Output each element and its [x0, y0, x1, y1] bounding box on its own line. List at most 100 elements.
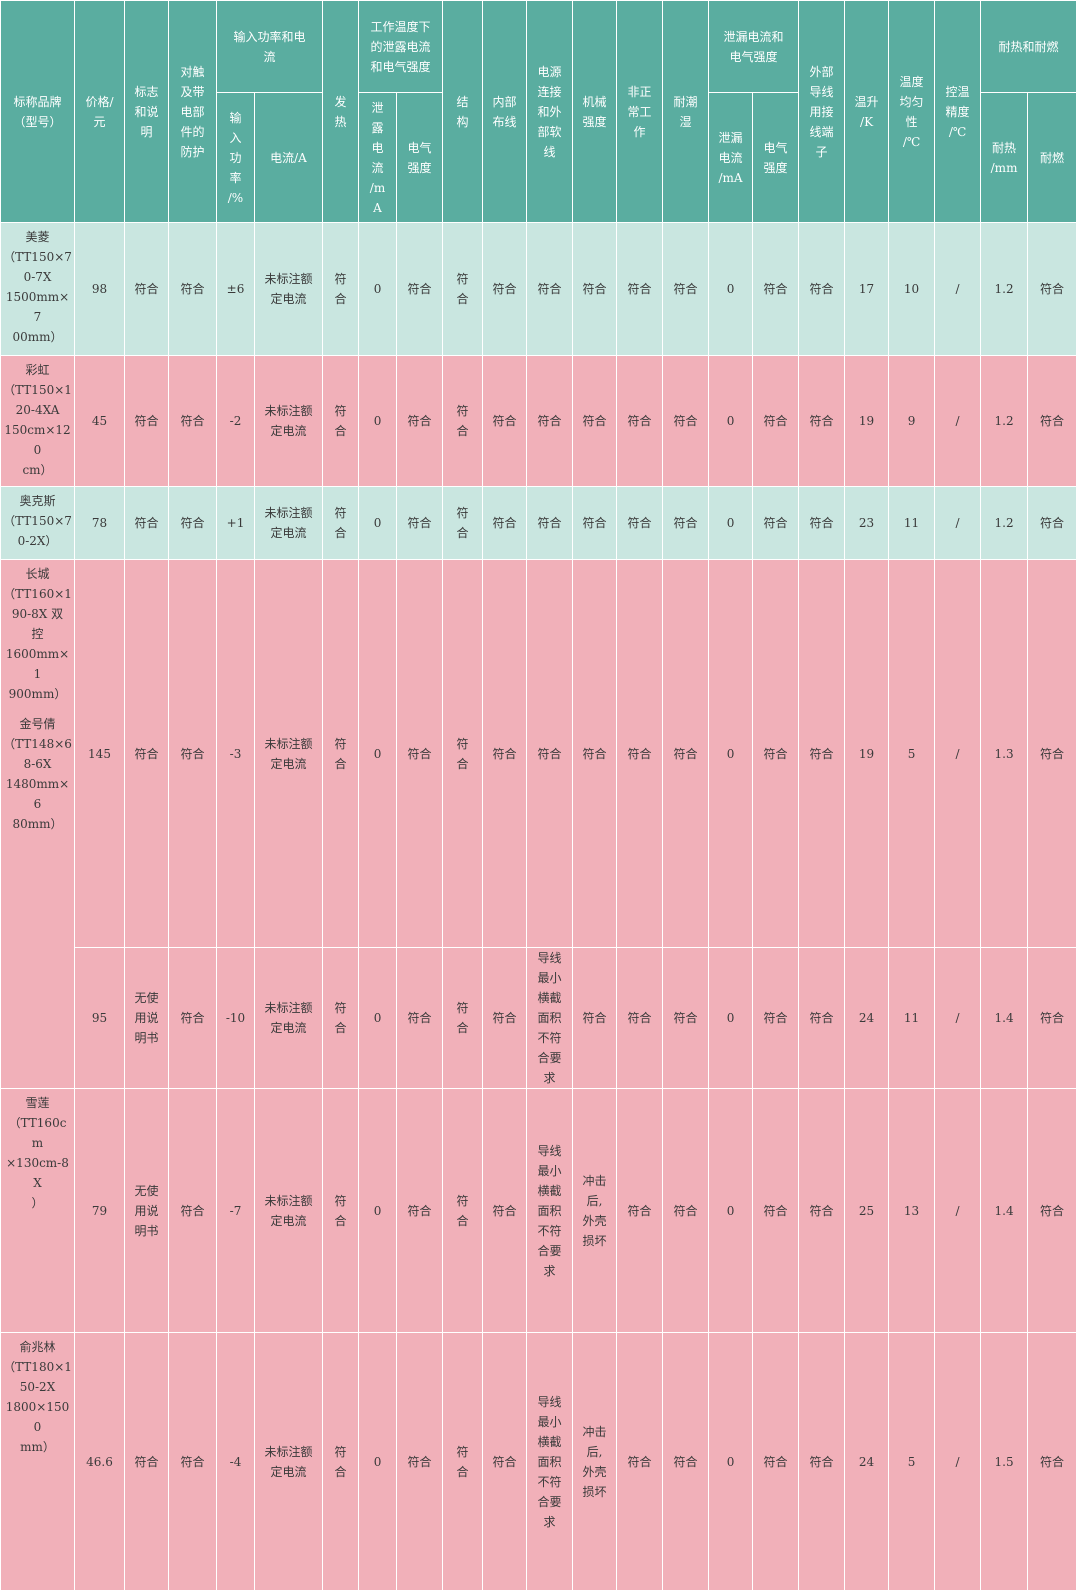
cell-heat-resistance: 1.3: [980, 559, 1029, 948]
cell-temp-rise: 24: [844, 947, 890, 1089]
cell-temp-accuracy: /: [934, 222, 982, 356]
cell-external-terminal: 符合: [798, 559, 846, 948]
cell-brand: 长城 （TT160×1 90-8X 双控 1600mm×1 900mm） 金号倩 （TT14…: [0, 559, 75, 1089]
cell-external-terminal: 符合: [798, 1332, 846, 1591]
cell-temp-uniformity: 11: [888, 486, 936, 560]
brand-line: 8-6X: [23, 757, 52, 771]
cell-abnormal-operation: 符合: [616, 486, 664, 560]
cell-power-connection: 符合: [526, 222, 574, 356]
cell-fire-resistance: 符合: [1027, 355, 1077, 487]
cell-electric-strength-2: 符合: [752, 486, 800, 560]
cell-marking: 符合: [124, 559, 169, 948]
cell-price: 79: [74, 1088, 125, 1333]
cell-electric-strength-2: 符合: [752, 222, 800, 356]
cell-structure: 符 合: [442, 1088, 484, 1333]
cell-electric-strength: 符合: [396, 222, 444, 356]
brand-line: 彩虹: [25, 363, 50, 377]
brand-line: 俞兆林: [19, 1340, 56, 1354]
cell-leak-current: 0: [358, 222, 398, 356]
table-row: 95 无使 用说 明书 符合 -10 未标注额 定电流符 合 0 符合符 合符合 导线 最小 …: [1, 947, 1077, 1089]
brand-line: （TT150×1: [3, 383, 72, 397]
cell-price: 78: [74, 486, 125, 560]
header-abnormal-operation: 非正 常工 作: [616, 0, 664, 223]
cell-heating: 符 合: [322, 1332, 360, 1591]
cell-heating: 符 合: [322, 1088, 360, 1333]
cell-brand: 俞兆林 （TT180×1 50-2X 1800×1500 mm）: [0, 1332, 75, 1591]
cell-leak-current-2: 0: [708, 355, 754, 487]
header-temp-uniformity: 温度 均匀 性 /℃: [888, 0, 936, 223]
cell-temp-uniformity: 13: [888, 1088, 936, 1333]
cell-electric-strength-2: 符合: [752, 1088, 800, 1333]
cell-marking: 符合: [124, 1332, 169, 1591]
brand-line: 00mm）: [12, 330, 63, 344]
table-row: 俞兆林 （TT180×1 50-2X 1800×1500 mm） 46.6 符合 符合 -4 未标…: [0, 1332, 1077, 1591]
cell-wiring: 符合: [482, 559, 528, 948]
cell-brand: 彩虹 （TT150×1 20-4XA 150cm×120 cm）: [0, 355, 75, 487]
cell-temp-rise: 19: [844, 559, 890, 948]
cell-moisture-resistance: 符合: [662, 559, 710, 948]
cell-external-terminal: 符合: [798, 486, 846, 560]
cell-temp-accuracy: /: [934, 486, 982, 560]
table-row: 奥克斯 （TT150×7 0-2X） 78 符合 符合 +1 未标注额 定电流符 合 0 符合符 …: [0, 486, 1077, 560]
brand-line: 20-4XA: [15, 403, 60, 417]
cell-marking: 无使 用说 明书: [124, 1088, 169, 1333]
cell-power-percent: ±6: [216, 222, 255, 356]
header-leak-current: 泄 露 电 流 /m A: [358, 92, 398, 223]
cell-electric-strength: 符合: [396, 355, 444, 487]
cell-protection: 符合: [168, 1332, 217, 1591]
cell-price: 145: [74, 559, 125, 948]
cell-temp-uniformity: 9: [888, 355, 936, 487]
header-external-terminal: 外部 导线 用接 线端 子: [798, 0, 846, 223]
cell-temp-uniformity: 5: [888, 1332, 936, 1591]
cell-mechanical-strength: 符合: [572, 486, 618, 560]
header-marking: 标志 和说 明: [124, 0, 169, 223]
cell-heat-resistance: 1.2: [980, 486, 1029, 560]
cell-power-percent: -3: [216, 559, 255, 948]
cell-fire-resistance: 符合: [1027, 1088, 1077, 1333]
cell-structure: 符 合: [442, 559, 484, 948]
table-header: 标称品牌 （型号） 价格/ 元 标志 和说 明 对触 及带 电部 件的 防护 输…: [0, 0, 1077, 223]
cell-marking: 无使 用说 明书: [124, 947, 169, 1089]
header-power-connection: 电源 连接 和外 部软 线: [526, 0, 574, 223]
header-price: 价格/ 元: [74, 0, 125, 223]
cell-abnormal-operation: 符合: [616, 355, 664, 487]
cell-electric-strength-2: 符合: [752, 355, 800, 487]
header-heat-resistance: 耐热 /mm: [980, 92, 1029, 223]
header-leak-current-2: 泄漏 电流 /mA: [708, 92, 754, 223]
cell-electric-strength: 符合: [396, 486, 444, 560]
cell-heat-resistance: 1.4: [980, 1088, 1029, 1333]
brand-line: cm）: [22, 463, 53, 477]
cell-current: 未标注额 定电流: [253, 559, 324, 948]
brand-line: ）: [31, 1196, 44, 1210]
cell-moisture-resistance: 符合: [662, 1332, 710, 1591]
brand-spacer: [3, 704, 72, 714]
cell-leak-current: 0: [358, 355, 398, 487]
cell-current: 未标注额 定电流: [253, 222, 324, 356]
cell-power-connection: 符合: [526, 559, 574, 948]
cell-temp-rise: 24: [844, 1332, 890, 1591]
cell-structure: 符 合: [442, 1332, 484, 1591]
cell-wiring: 符合: [482, 355, 528, 487]
cell-temp-accuracy: /: [934, 1332, 982, 1591]
header-power-percent: 输 入 功 率 /%: [216, 92, 255, 223]
cell-protection: 符合: [168, 1088, 217, 1333]
cell-protection: 符合: [168, 947, 217, 1089]
cell-moisture-resistance: 符合: [662, 355, 710, 487]
header-protection: 对触 及带 电部 件的 防护: [168, 0, 217, 223]
cell-heating: 符 合: [322, 559, 360, 948]
header-current: 电流/A: [253, 92, 324, 223]
cell-electric-strength: 符合: [396, 947, 444, 1089]
cell-external-terminal: 符合: [798, 222, 846, 356]
cell-power-connection: 导线 最小 横截 面积 不符 合要 求: [526, 947, 574, 1089]
table-row: 美菱 （TT150×7 0-7X 1500mm×7 00mm） 98 符合 符合 ±6 未标注额 …: [0, 222, 1077, 356]
header-leak-work-group: 工作温度下 的泄露电流 和电气强度: [358, 0, 444, 93]
cell-external-terminal: 符合: [798, 1088, 846, 1333]
cell-structure: 符 合: [442, 355, 484, 487]
brand-line: （TT180×1: [3, 1360, 72, 1374]
cell-moisture-resistance: 符合: [662, 222, 710, 356]
cell-structure: 符 合: [442, 486, 484, 560]
cell-electric-strength: 符合: [396, 1088, 444, 1333]
header-power-group: 输入功率和电 流: [215, 0, 324, 93]
brand-line: 美菱: [25, 230, 50, 244]
cell-fire-resistance: 符合: [1027, 1332, 1077, 1591]
